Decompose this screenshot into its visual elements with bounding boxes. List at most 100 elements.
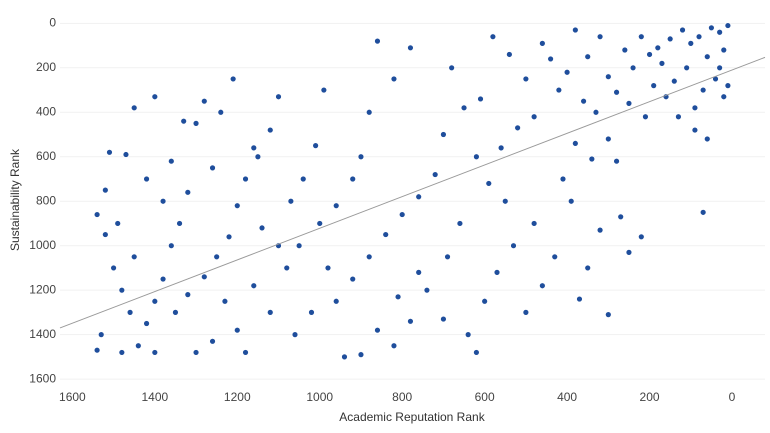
point [473, 153, 480, 160]
point [708, 24, 715, 31]
point [341, 353, 348, 361]
point [539, 282, 546, 289]
point [658, 60, 666, 67]
point [234, 326, 241, 334]
point [143, 320, 150, 327]
point [477, 95, 484, 103]
point [320, 86, 328, 94]
point [349, 175, 356, 183]
point [605, 135, 612, 143]
point [617, 213, 624, 220]
point [349, 275, 356, 283]
y-tick-label: 800 [36, 193, 56, 207]
point [654, 44, 662, 51]
point [324, 264, 332, 272]
point [530, 220, 538, 227]
point [201, 273, 208, 281]
y-tick-label: 400 [36, 104, 56, 118]
point [176, 220, 183, 227]
point [221, 298, 229, 305]
point [229, 75, 237, 83]
point [209, 338, 216, 345]
point [563, 69, 571, 76]
point [168, 242, 175, 249]
y-axis-title: Sustainability Rank [8, 148, 22, 251]
point [613, 158, 620, 165]
point [131, 253, 138, 261]
point [213, 253, 220, 261]
point [464, 331, 472, 338]
point [192, 120, 200, 127]
point [118, 349, 126, 356]
x-tick-label: 1400 [141, 390, 168, 404]
point [572, 26, 579, 34]
point [118, 286, 126, 294]
point [514, 124, 521, 132]
point [93, 347, 101, 354]
point [267, 126, 274, 134]
x-tick-label: 600 [475, 390, 495, 404]
point [580, 97, 587, 105]
point [357, 153, 365, 160]
point [724, 82, 732, 89]
point [250, 144, 257, 152]
point [357, 351, 365, 358]
point [481, 298, 488, 305]
x-tick-label: 1200 [224, 390, 251, 404]
point [646, 51, 653, 58]
point [724, 22, 732, 29]
point [431, 171, 439, 178]
point [691, 126, 699, 134]
point [184, 291, 192, 298]
point [584, 53, 591, 60]
point [93, 211, 101, 218]
point [473, 349, 480, 356]
point [287, 198, 295, 205]
point [258, 224, 266, 232]
point [180, 117, 187, 125]
point [596, 33, 604, 40]
point [98, 331, 105, 338]
point [390, 342, 398, 349]
point [143, 175, 150, 183]
point [448, 64, 455, 72]
point [201, 97, 208, 105]
point [691, 104, 699, 112]
point [398, 211, 406, 218]
point [159, 275, 167, 283]
point [151, 349, 159, 356]
point [625, 249, 633, 256]
point [394, 293, 402, 301]
point [485, 180, 492, 187]
point [440, 315, 447, 323]
point [151, 93, 159, 100]
point [192, 349, 200, 356]
x-tick-label: 1000 [306, 390, 333, 404]
point [242, 175, 249, 183]
y-tick-label: 1600 [29, 371, 56, 385]
point [267, 309, 274, 316]
point [699, 209, 707, 216]
point [522, 309, 530, 316]
point [675, 113, 682, 120]
point [530, 113, 538, 120]
point [720, 46, 727, 54]
point [114, 220, 121, 227]
point [110, 264, 117, 272]
point [510, 242, 517, 249]
point [547, 55, 554, 63]
point [135, 342, 142, 349]
point [683, 64, 690, 72]
point [576, 295, 583, 303]
point [366, 253, 373, 261]
point [374, 37, 381, 45]
point [572, 140, 579, 147]
point [407, 318, 414, 325]
x-tick-label: 1600 [59, 390, 86, 404]
point [283, 264, 290, 272]
point [621, 46, 629, 54]
point [291, 331, 299, 338]
point [295, 242, 303, 249]
